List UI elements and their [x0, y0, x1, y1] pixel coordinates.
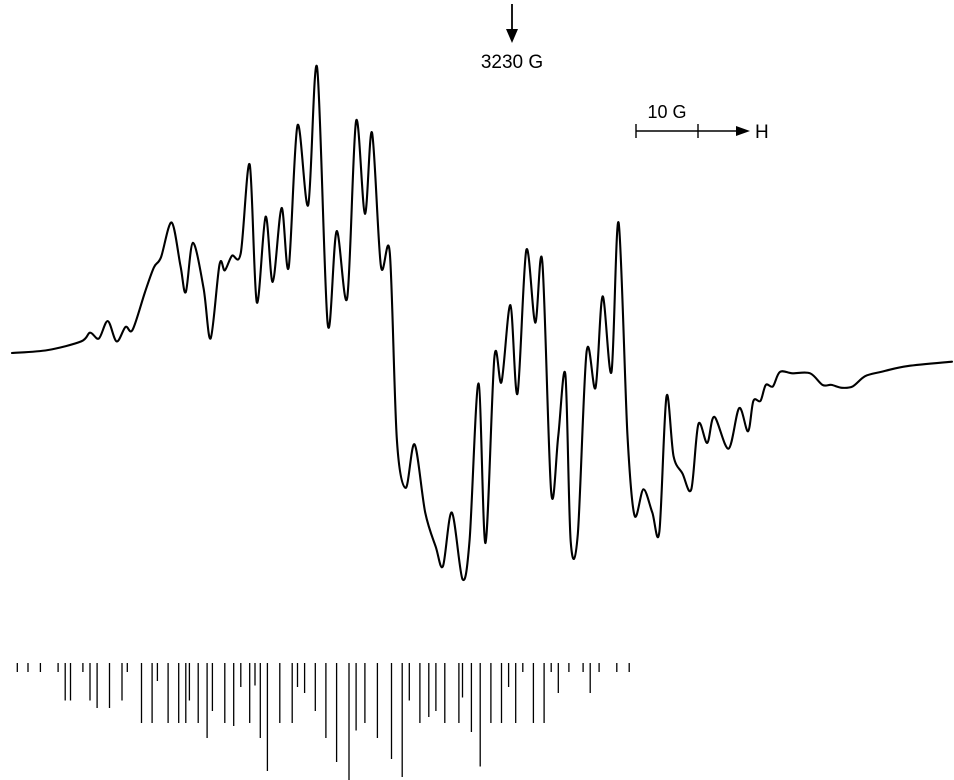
scale-bar-label: 10 G [647, 102, 686, 122]
center-field-marker: 3230 G [481, 4, 543, 73]
field-direction-label: H [755, 122, 769, 143]
stick-spectrum [16, 663, 630, 780]
center-field-label: 3230 G [481, 52, 543, 73]
scale-bar: 10 G H [635, 102, 769, 143]
spectrum-trace [10, 64, 954, 582]
center-field-arrow-head [506, 29, 518, 43]
field-direction-arrow-head [736, 126, 750, 136]
